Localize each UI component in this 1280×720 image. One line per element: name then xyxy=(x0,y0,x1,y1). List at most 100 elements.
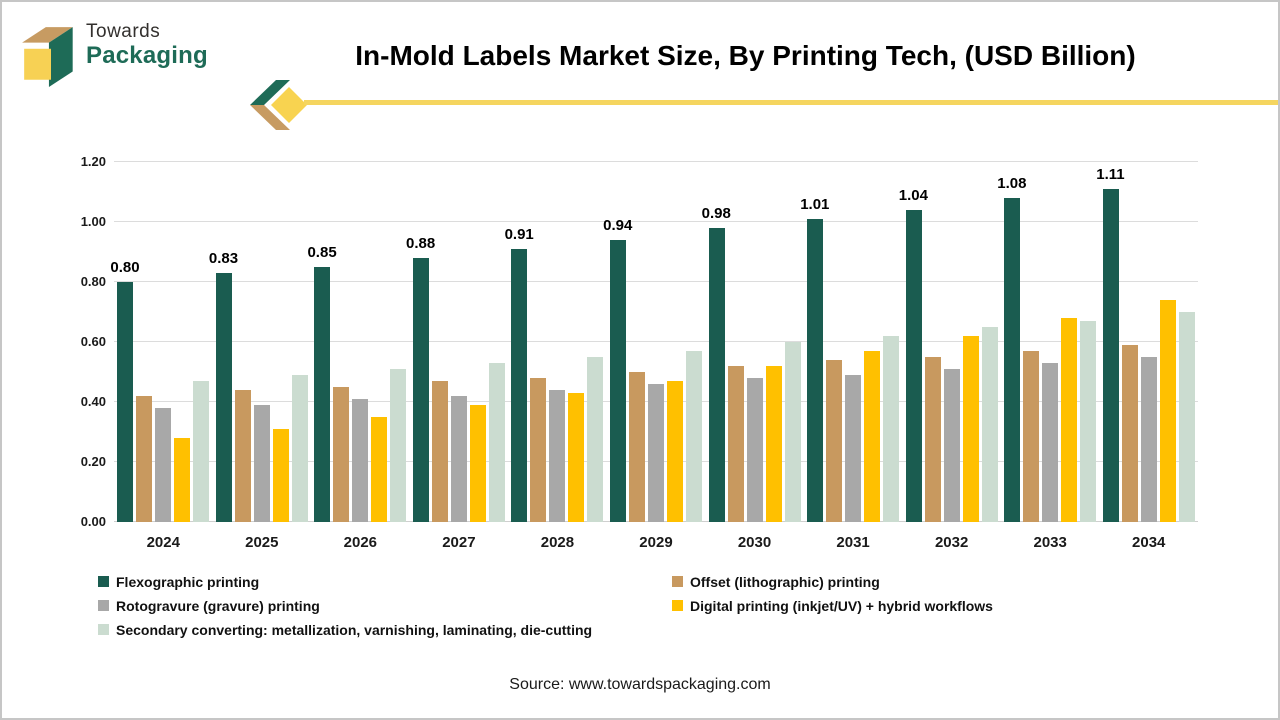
x-tick-label: 2027 xyxy=(442,534,476,551)
bar-value-label: 0.83 xyxy=(208,250,239,267)
legend-label: Flexographic printing xyxy=(116,574,260,590)
bar-flexographic xyxy=(807,219,824,522)
bar-group: 1.01 xyxy=(800,162,903,522)
bar-secondary xyxy=(291,375,308,522)
bar-group: 0.98 xyxy=(702,162,804,522)
bar-value-label: 0.98 xyxy=(701,205,731,222)
y-tick-label: 0.80 xyxy=(80,274,106,289)
bar-flexographic xyxy=(1004,198,1021,522)
legend-swatch xyxy=(672,600,683,611)
bar-digital xyxy=(666,381,683,522)
legend-label: Secondary converting: metallization, var… xyxy=(116,622,593,638)
legend-swatch xyxy=(98,576,109,587)
bar-secondary xyxy=(488,363,505,522)
y-tick-label: 1.20 xyxy=(80,154,106,169)
bar-rotogravure xyxy=(450,396,467,522)
gridline xyxy=(114,281,1198,282)
legend-item: Rotogravure (gravure) printing xyxy=(98,598,320,614)
bar-rotogravure xyxy=(647,384,664,522)
bar-offset xyxy=(333,387,350,522)
bar-secondary xyxy=(587,357,604,522)
bar-rotogravure xyxy=(746,378,763,522)
bar-digital xyxy=(765,366,782,522)
bar-group: 1.11 xyxy=(1096,162,1198,522)
y-tick-label: 1.00 xyxy=(80,214,106,229)
bar-digital xyxy=(371,417,388,522)
bar-secondary xyxy=(784,342,801,522)
bar-secondary xyxy=(981,327,998,522)
bar-rotogravure xyxy=(352,399,369,522)
bar-group: 0.83 xyxy=(209,162,312,522)
bar-secondary xyxy=(685,351,702,522)
bar-group: 0.80 xyxy=(110,162,213,522)
gridline xyxy=(114,341,1198,342)
bar-value-label: 0.94 xyxy=(603,217,633,234)
bar-rotogravure xyxy=(1042,363,1059,522)
bar-value-label: 1.04 xyxy=(898,187,928,204)
gridline xyxy=(114,161,1198,162)
bar-value-label: 0.91 xyxy=(504,226,534,243)
bar-value-label: 0.85 xyxy=(307,244,337,261)
brand-name-line1: Towards xyxy=(86,21,161,42)
bar-value-label: 0.80 xyxy=(110,259,140,276)
bar-value-label: 1.01 xyxy=(800,196,830,213)
bar-offset xyxy=(727,366,744,522)
x-tick-label: 2028 xyxy=(540,534,575,551)
bar-secondary xyxy=(1178,312,1195,522)
bar-flexographic xyxy=(412,258,429,522)
bar-digital xyxy=(174,438,191,522)
bar-secondary xyxy=(1080,321,1097,522)
bar-offset xyxy=(530,378,547,522)
bar-rotogravure xyxy=(845,375,862,522)
bar-value-label: 1.11 xyxy=(1096,166,1125,183)
bar-offset xyxy=(136,396,153,522)
bar-offset xyxy=(234,390,251,522)
legend-label: Digital printing (inkjet/UV) + hybrid wo… xyxy=(690,598,993,614)
bar-digital xyxy=(1159,300,1176,522)
bar-secondary xyxy=(390,369,407,522)
bar-flexographic xyxy=(314,267,331,522)
plot-area: 0.80 0.83 0.85 0.88 0.91 0.94 0.98 1.01 1.04 1.08… xyxy=(110,161,1198,522)
bar-digital xyxy=(568,393,585,522)
page-title: In-Mold Labels Market Size, By Printing … xyxy=(355,40,1136,71)
bar-offset xyxy=(924,357,941,522)
legend-label: Rotogravure (gravure) printing xyxy=(116,598,320,614)
bar-flexographic xyxy=(117,282,134,522)
legend-item: Offset (lithographic) printing xyxy=(672,574,880,590)
bar-flexographic xyxy=(905,210,922,522)
x-tick-label: 2024 xyxy=(146,534,180,551)
legend-swatch xyxy=(98,624,109,635)
bar-offset xyxy=(628,372,645,522)
bar-digital xyxy=(864,351,881,522)
legend-item: Flexographic printing xyxy=(98,574,259,590)
bar-group: 0.94 xyxy=(603,162,706,522)
bar-offset xyxy=(431,381,448,522)
y-tick-label: 0.00 xyxy=(80,514,106,529)
x-tick-label: 2030 xyxy=(737,534,772,551)
bar-value-label: 1.08 xyxy=(997,175,1027,192)
bar-rotogravure xyxy=(943,369,960,522)
bar-value-label: 0.88 xyxy=(406,235,436,252)
bar-flexographic xyxy=(708,228,725,522)
bar-offset xyxy=(1121,345,1138,522)
x-tick-label: 2029 xyxy=(639,534,673,551)
bar-group: 1.04 xyxy=(899,162,1001,522)
box-logo-icon xyxy=(22,27,73,87)
brand-logo: Towards Packaging xyxy=(20,14,280,94)
bar-rotogravure xyxy=(549,390,566,522)
source-text: Source: www.towardspackaging.com xyxy=(509,676,771,693)
y-tick-label: 0.60 xyxy=(80,334,106,349)
bar-digital xyxy=(1061,318,1078,522)
bar-group: 1.08 xyxy=(997,162,1100,522)
brand-name-line2: Packaging xyxy=(86,41,208,69)
bar-rotogravure xyxy=(1140,357,1157,522)
diamond-accent-icon xyxy=(250,80,307,130)
bar-group: 0.88 xyxy=(406,162,509,522)
bar-offset xyxy=(1023,351,1040,522)
bar-digital xyxy=(272,429,289,522)
x-tick-label: 2032 xyxy=(934,534,969,551)
x-tick-label: 2033 xyxy=(1033,534,1067,551)
x-tick-label: 2025 xyxy=(245,534,279,551)
